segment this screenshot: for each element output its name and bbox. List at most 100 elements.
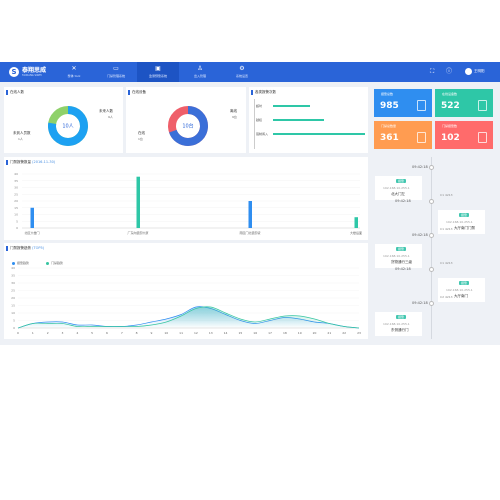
title-marker [128, 90, 130, 95]
x-tick-label: 18 [283, 331, 287, 335]
x-tick-label: 北区大楼门 [24, 230, 39, 235]
nav-label: 系统设置 [235, 74, 248, 78]
nav-item-tools[interactable]: ✕ 整体 tool [53, 62, 95, 82]
legend-item-alarm[interactable]: 报警趋势 [12, 261, 29, 265]
stat-label: 报警总数 [381, 92, 394, 96]
stat-label: 门禁总数量 [381, 124, 397, 128]
event-desc: 东侧通行门 [391, 328, 409, 332]
alarm-badge: 报警 [396, 315, 407, 319]
donut-segment-present [48, 106, 88, 146]
door-bar[interactable] [136, 176, 141, 228]
donut-center-value: 10人 [62, 124, 73, 130]
person-icon: ♙ [197, 65, 203, 72]
document-icon [417, 132, 426, 143]
event-code: C1 4213 [440, 193, 453, 197]
info-icon[interactable]: ⓘ [446, 68, 453, 75]
online-donut-chart: 10人 [48, 106, 88, 146]
x-tick-label: 19 [298, 331, 302, 335]
timeline-event-card[interactable]: 报警 192.168.10.255.1 货物通行三级 [375, 244, 422, 268]
alarm-badge: 报警 [459, 281, 470, 285]
timeline-node [429, 165, 434, 170]
event-ip: 192.168.10.255.1 [383, 254, 410, 258]
nav-item-door[interactable]: ▭ 门禁管理系统 [95, 62, 137, 82]
x-tick-label: 10 [164, 331, 168, 335]
x-tick-label: 22 [342, 331, 346, 335]
y-tick-label: 10 [14, 213, 18, 217]
online-people-card: 在线人数 10人 未来人数 9人 未到人员数 1人 [4, 87, 123, 153]
timeline-node [429, 233, 434, 238]
y-tick-label: 20 [11, 296, 15, 300]
y-tick-label: 15 [14, 206, 18, 210]
timeline-node [429, 267, 434, 272]
y-tick-label: 25 [11, 289, 15, 293]
x-tick-label: 0 [17, 331, 19, 335]
y-tick-label: 10 [11, 311, 15, 315]
title-marker [6, 160, 8, 165]
dashboard: S 泰翔思威 TAIXIANG SIWEI ✕ 整体 tool ▭ 门禁管理系统… [0, 62, 500, 345]
door-bar[interactable] [248, 201, 253, 228]
event-code: C1 4213 [440, 227, 453, 231]
legend-label-b: 未到人员数 [13, 131, 31, 135]
chart-title-text: 门禁报警数量 [10, 160, 31, 164]
legend-value-b: 1台 [138, 137, 143, 141]
event-code: C2 4213 [440, 295, 453, 299]
stat-value: 102 [441, 133, 460, 143]
timeline-event-card[interactable]: 报警 192.168.10.255.1 东侧通行门 [375, 312, 422, 336]
timeline-axis [431, 157, 432, 339]
event-ip: 192.168.10.255.1 [446, 220, 473, 224]
stat-tile[interactable]: 在线设备数 522 [435, 89, 493, 117]
y-tick-label: 40 [11, 266, 15, 270]
nav-item-monitor[interactable]: ▣ 监测预警系统 [137, 62, 179, 82]
stat-tile[interactable]: 门禁总数量 361 [374, 121, 432, 149]
nav-item-settings[interactable]: ⚙ 系统设置 [221, 62, 263, 82]
event-time: 09:42:18 [395, 199, 411, 203]
y-tick-label: 20 [14, 199, 18, 203]
event-time: 09:42:18 [412, 233, 428, 237]
online-device-card: 在线设备 10台 离线 9台 在线 1台 [126, 87, 246, 153]
event-time: 09:42:18 [395, 267, 411, 271]
y-tick-label: 0 [13, 326, 15, 330]
x-tick-label: 21 [327, 331, 331, 335]
title-marker [6, 246, 8, 251]
legend-item-door[interactable]: 门禁趋势 [46, 261, 63, 265]
y-tick-label: 15 [11, 304, 15, 308]
x-tick-label: 9 [150, 331, 152, 335]
y-tick-label: 30 [14, 186, 18, 190]
stat-tile[interactable]: 门禁报警数 102 [435, 121, 493, 149]
timeline-event-card[interactable]: 报警 192.168.10.255.1 大厅南门 [438, 278, 485, 302]
user-name[interactable]: 王明阳 [474, 69, 485, 73]
alarm-row-label: 越权 [256, 118, 263, 122]
event-desc: 货物通行三级 [391, 260, 412, 264]
x-tick-label: 12 [194, 331, 198, 335]
brand-name: 泰翔思威 [22, 67, 47, 74]
x-tick-label: 2 [47, 331, 49, 335]
alarm-badge: 报警 [396, 247, 407, 251]
card-title: 在线设备 [132, 90, 146, 94]
door-bar[interactable] [354, 217, 359, 228]
stat-value: 361 [380, 133, 399, 143]
donut-center-value: 10台 [182, 123, 193, 130]
timeline-event-card[interactable]: 报警 192.168.10.255.1 大厅南门门禁 [438, 210, 485, 234]
event-ip: 192.168.10.255.1 [446, 288, 473, 292]
legend-label-b: 在线 [138, 131, 145, 135]
series-line[interactable] [17, 306, 360, 329]
avatar[interactable] [465, 68, 472, 75]
alarm-count-card: 各类报警次数 超时 越权 强制闯入 [249, 87, 368, 153]
stat-tile[interactable]: 报警总数 985 [374, 89, 432, 117]
door-bar[interactable] [30, 207, 35, 228]
nav-item-person[interactable]: ♙ 出入管理 [179, 62, 221, 82]
gear-icon: ⚙ [239, 65, 245, 72]
event-desc: 大厅南门 [454, 294, 468, 298]
alarm-row-bar [273, 118, 324, 121]
y-tick-label: 40 [14, 172, 18, 176]
x-tick-label: 大楼后面 [350, 230, 362, 235]
monitor-icon: ▣ [155, 65, 161, 72]
x-tick-label: 5 [91, 331, 93, 335]
stat-value: 985 [380, 101, 399, 111]
fullscreen-icon[interactable]: ⛶ [430, 68, 435, 75]
x-tick-label: 16 [253, 331, 257, 335]
legend-value-a: 9人 [108, 115, 113, 119]
x-tick-label: 14 [224, 331, 228, 335]
timeline-event-card[interactable]: 报警 192.168.10.255.1 北大门左 [375, 176, 422, 200]
x-tick-label: 20 [313, 331, 317, 335]
